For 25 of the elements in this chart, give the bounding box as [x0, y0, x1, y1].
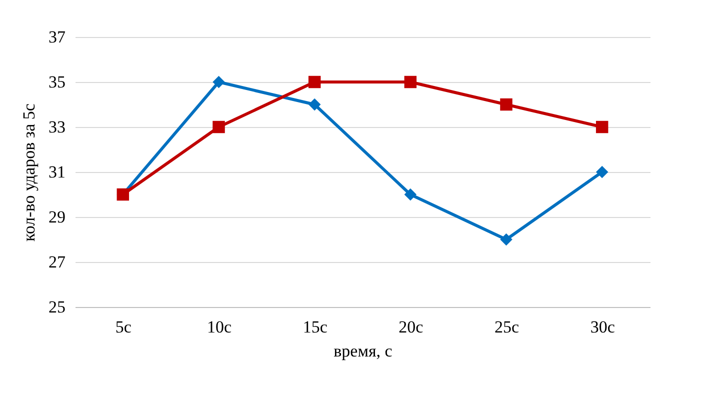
- point: [308, 98, 321, 111]
- point: [212, 120, 225, 134]
- point: [308, 76, 321, 88]
- y-tick-label: 29: [48, 208, 66, 226]
- y-tick-label: 25: [48, 298, 66, 316]
- y-tick-label: 37: [48, 28, 66, 46]
- x-tick-label: 10с: [206, 318, 232, 336]
- x-tick-label: 15с: [302, 318, 328, 336]
- point: [212, 76, 225, 88]
- point: [500, 98, 512, 111]
- point: [500, 233, 512, 246]
- point: [404, 188, 417, 201]
- point: [596, 166, 608, 178]
- x-axis-title: время, с: [334, 342, 393, 360]
- x-tick-label: 5с: [115, 318, 132, 336]
- y-tick-label: 27: [48, 252, 66, 272]
- y-tick-label: 33: [48, 118, 66, 136]
- x-tick-label: 25с: [494, 318, 520, 336]
- y-axis-title: кол-во ударов за 5с: [20, 103, 38, 242]
- point: [596, 120, 608, 134]
- y-tick-label: 35: [48, 72, 66, 92]
- x-tick-label: 20с: [398, 318, 424, 336]
- x-tick-label: 30с: [590, 318, 616, 336]
- y-tick-label: 31: [48, 162, 66, 182]
- point: [404, 76, 417, 88]
